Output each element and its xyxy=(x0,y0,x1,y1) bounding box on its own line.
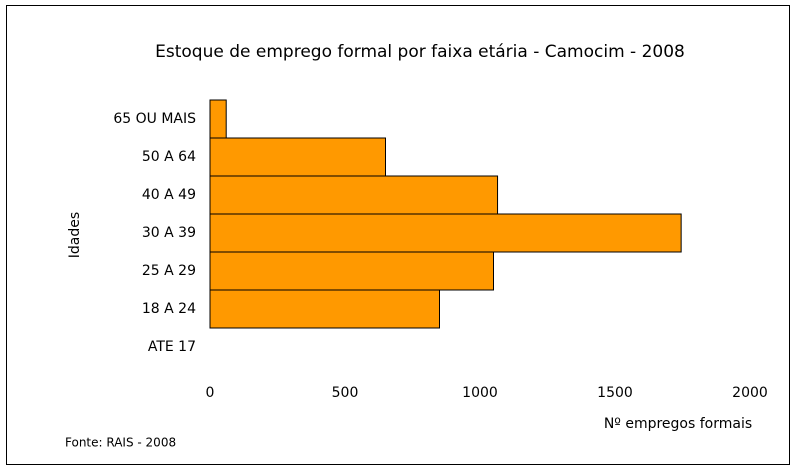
x-axis-label: Nº empregos formais xyxy=(604,416,752,432)
y-tick-label: 25 A 29 xyxy=(142,263,196,279)
y-axis-label: Idades xyxy=(67,212,83,258)
x-tick-label: 1500 xyxy=(597,385,633,401)
bar xyxy=(209,137,386,177)
bar xyxy=(209,213,682,253)
y-tick-label: 40 A 49 xyxy=(142,187,196,203)
bar xyxy=(209,175,499,215)
bar xyxy=(209,251,494,291)
y-tick-label: 30 A 39 xyxy=(142,225,196,241)
x-tick-label: 1000 xyxy=(462,385,498,401)
bar xyxy=(209,289,440,329)
bar xyxy=(209,99,227,139)
chart-title: Estoque de emprego formal por faixa etár… xyxy=(155,42,685,62)
source: Fonte: RAIS - 2008 xyxy=(65,436,176,450)
x-tick-label: 0 xyxy=(206,385,215,401)
y-tick-label: 50 A 64 xyxy=(142,149,196,165)
x-tick-label: 2000 xyxy=(732,385,768,401)
x-tick-label: 500 xyxy=(332,385,359,401)
y-tick-label: 18 A 24 xyxy=(142,301,196,317)
y-tick-label: ATE 17 xyxy=(148,339,196,355)
y-tick-label: 65 OU MAIS xyxy=(113,111,196,127)
